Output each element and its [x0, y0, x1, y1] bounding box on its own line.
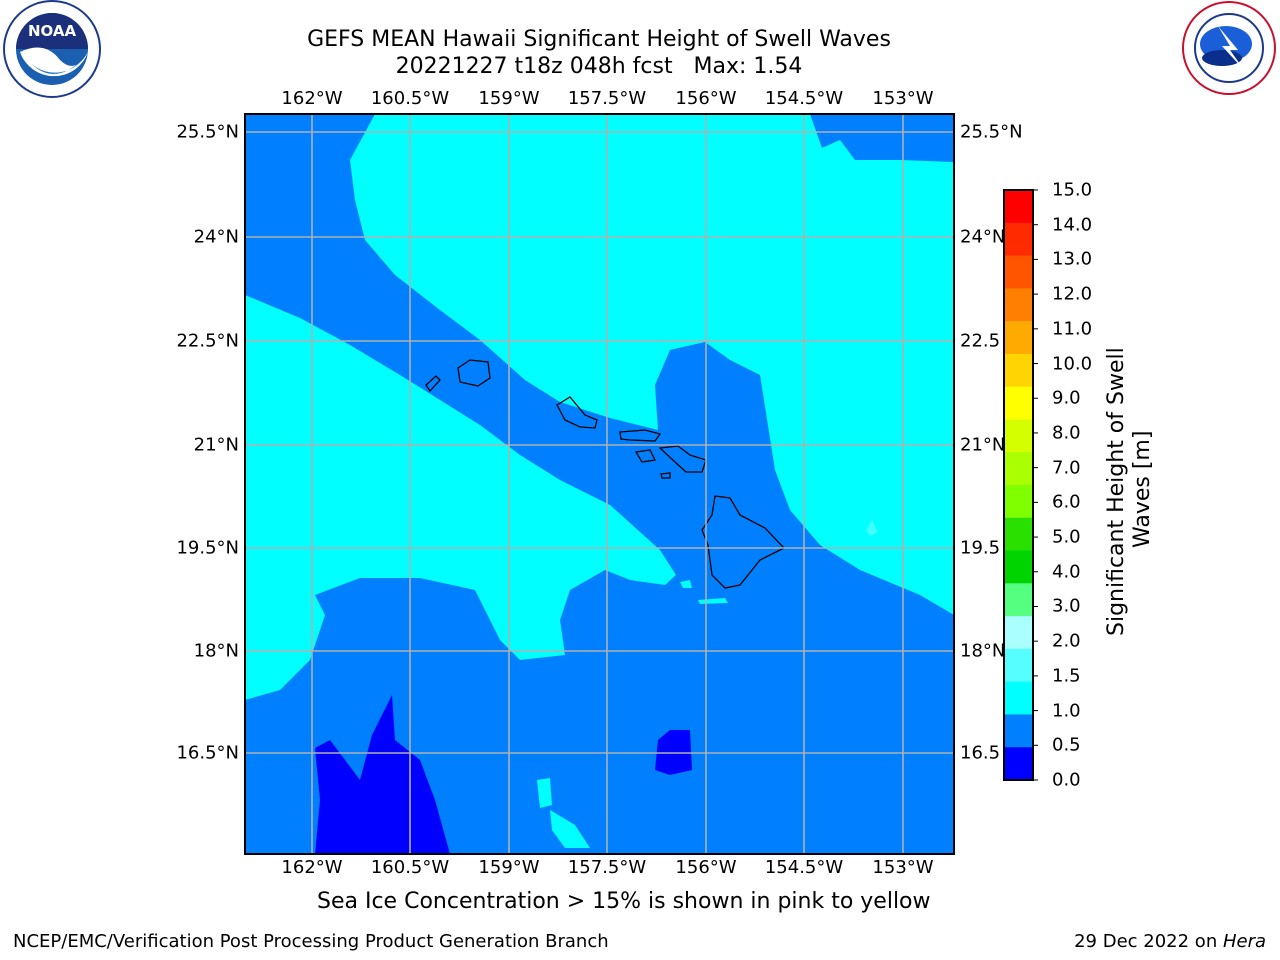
lon-tick-bottom: 153°W [872, 857, 934, 878]
colorbar-swatches [1003, 189, 1038, 781]
colorbar-label: 9.0 [1052, 387, 1081, 409]
island-lanai [634, 449, 656, 463]
colorbar-title-line1: Significant Height of Swell [1104, 347, 1129, 636]
island-kahoolawe [660, 472, 671, 479]
lat-tick-right: 22.5 [960, 330, 1001, 352]
lat-tick-left: 24°N [193, 226, 239, 248]
lon-tick-top: 162°W [281, 88, 343, 109]
colorbar-swatch [1004, 485, 1033, 519]
lon-tick-top: 159°W [478, 88, 540, 109]
island-hawaii [701, 495, 786, 589]
lon-tick-top: 153°W [872, 88, 934, 109]
colorbar-label: 0.5 [1052, 734, 1081, 756]
lat-tick-right: 24°N [960, 226, 1006, 248]
island-outlines [425, 359, 786, 589]
colorbar-frame [1003, 189, 1034, 781]
colorbar-label: 6.0 [1052, 491, 1081, 513]
lat-tick-left: 16.5°N [176, 742, 239, 764]
lon-tick-bottom: 156°W [675, 857, 737, 878]
island-molokai [619, 429, 662, 442]
colorbar-title-line2: Waves [m] [1130, 430, 1155, 548]
sea-ice-note: Sea Ice Concentration > 15% is shown in … [317, 889, 931, 914]
colorbar-label: 12.0 [1052, 283, 1093, 305]
colorbar-swatch [1004, 452, 1033, 486]
lon-tick-bottom: 154.5°W [764, 857, 844, 878]
colorbar-label: 8.0 [1052, 422, 1081, 444]
lat-tick-left: 22.5°N [176, 330, 239, 352]
lon-tick-top: 157.5°W [567, 88, 647, 109]
swell-band-1.0-1.5-west [245, 295, 676, 700]
lat-tick-right: 16.5 [960, 742, 1001, 764]
lat-tick-left: 25.5°N [176, 121, 239, 143]
lon-tick-top: 154.5°W [764, 88, 844, 109]
noaa-logo: NOAA [3, 0, 101, 98]
colorbar-swatch [1004, 419, 1033, 453]
colorbar-label: 1.0 [1052, 700, 1081, 722]
lon-tick-bottom: 157.5°W [567, 857, 647, 878]
colorbar-swatch [1004, 288, 1033, 322]
colorbar-swatch [1004, 321, 1033, 355]
colorbar-label: 3.0 [1052, 595, 1081, 617]
colorbar-swatch [1004, 222, 1033, 257]
colorbar-label: 10.0 [1052, 353, 1093, 375]
footer-branch: NCEP/EMC/Verification Post Processing Pr… [13, 931, 609, 952]
swell-patch-hawaii-2 [680, 580, 692, 588]
colorbar-swatch [1004, 681, 1033, 715]
lon-tick-top: 156°W [675, 88, 737, 109]
lat-tick-left: 18°N [193, 640, 239, 662]
map-title: GEFS MEAN Hawaii Significant Height of S… [307, 27, 891, 52]
colorbar-swatch [1004, 648, 1033, 683]
colorbar-label: 14.0 [1052, 214, 1093, 236]
lat-tick-right: 18°N [960, 640, 1006, 662]
lat-tick-right: 25.5°N [960, 121, 1023, 143]
colorbar-label: 15.0 [1052, 179, 1093, 201]
colorbar-swatch [1004, 616, 1033, 650]
lat-tick-left: 19.5°N [176, 537, 239, 559]
lat-tick-left: 21°N [193, 434, 239, 456]
colorbar-swatch [1004, 583, 1033, 617]
colorbar-swatch [1004, 255, 1033, 289]
colorbar-label: 0.0 [1052, 769, 1081, 791]
lon-tick-bottom: 162°W [281, 857, 343, 878]
swell-band-0.0-0.5 [315, 695, 450, 854]
island-maui [658, 445, 707, 473]
map-subtitle: 20221227 t18z 048h fcst Max: 1.54 [395, 54, 803, 79]
lon-tick-top: 160.5°W [370, 88, 450, 109]
lat-tick-right: 21°N [960, 434, 1006, 456]
colorbar-swatch [1004, 550, 1033, 584]
colorbar-swatch [1004, 353, 1033, 388]
island-oahu [556, 396, 598, 429]
colorbar-label: 2.0 [1052, 630, 1081, 652]
colorbar-swatch [1004, 517, 1033, 552]
colorbar-label: 11.0 [1052, 318, 1093, 340]
colorbar-label: 4.0 [1052, 561, 1081, 583]
lon-tick-bottom: 159°W [478, 857, 540, 878]
colorbar-swatch [1004, 386, 1033, 420]
nws-logo [1182, 1, 1276, 95]
footer-date-text: 29 Dec 2022 on [1074, 931, 1223, 952]
lon-tick-bottom: 160.5°W [370, 857, 450, 878]
colorbar-title: Significant Height of Swell Waves [m] [1100, 347, 1160, 650]
footer-machine: Hera [1222, 931, 1266, 952]
swell-field [245, 114, 954, 854]
map-frame [244, 113, 955, 855]
colorbar-label: 13.0 [1052, 248, 1093, 270]
noaa-logo-text: NOAA [28, 22, 77, 40]
colorbar-label: 5.0 [1052, 526, 1081, 548]
lat-tick-right: 19.5 [960, 537, 1001, 559]
colorbar-label: 1.5 [1052, 665, 1081, 687]
colorbar-swatch [1004, 190, 1033, 224]
colorbar-swatch [1004, 714, 1033, 748]
colorbar-label: 7.0 [1052, 457, 1081, 479]
swell-patch-east [866, 520, 878, 536]
swell-patch-south-2 [550, 810, 590, 848]
swell-band-1.0-1.5 [350, 114, 954, 615]
footer-date: 29 Dec 2022 on Hera [1074, 931, 1266, 952]
swell-patch-south-1 [537, 778, 552, 808]
island-niihau [425, 375, 441, 393]
island-kauai [457, 359, 491, 387]
colorbar-swatch [1004, 747, 1033, 781]
map-gridlines [245, 114, 954, 854]
